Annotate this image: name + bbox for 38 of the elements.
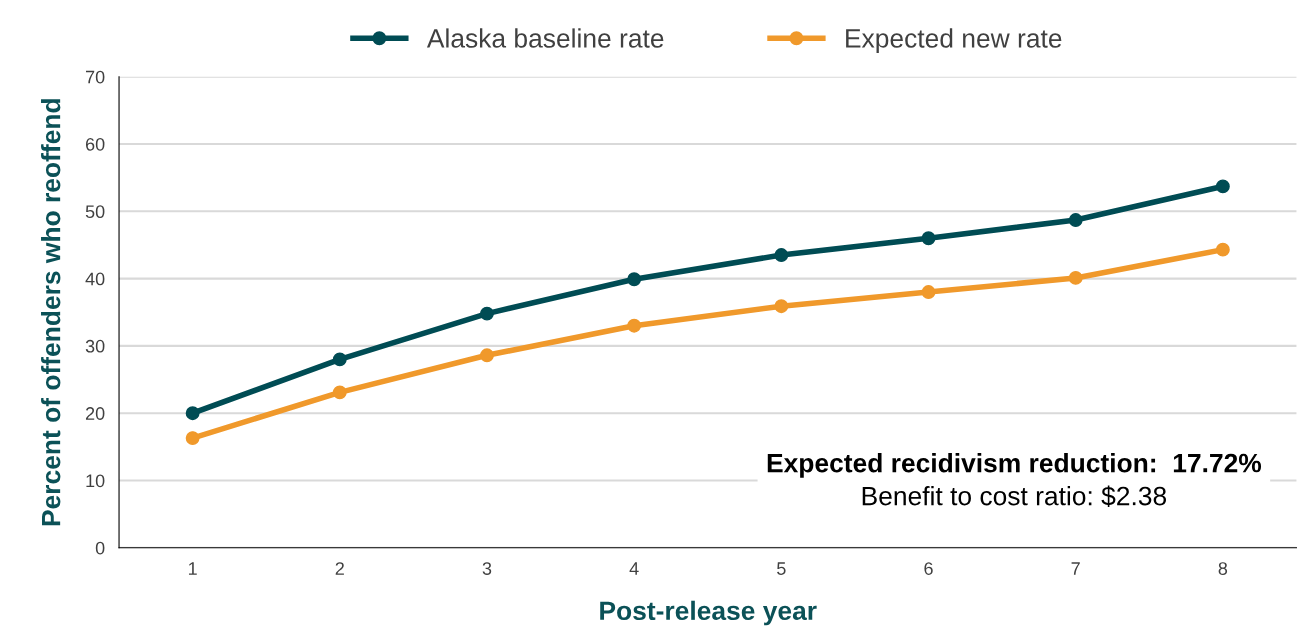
point xyxy=(1068,270,1083,285)
x-tick-label: 1 xyxy=(188,562,197,575)
point xyxy=(480,348,494,363)
y-tick-label: 40 xyxy=(85,272,105,286)
x-tick-label: 2 xyxy=(335,562,344,575)
y-tick-label: 60 xyxy=(85,137,105,151)
x-tick-label: 6 xyxy=(924,562,933,575)
point xyxy=(921,285,936,300)
y-axis-title: Percent of offenders who reoffend xyxy=(41,99,61,526)
point xyxy=(480,306,494,321)
y-tick-label: 20 xyxy=(85,407,105,420)
point xyxy=(332,352,347,367)
y-tick-label: 30 xyxy=(85,339,105,353)
point xyxy=(185,431,200,446)
annotation: Expected recidivism reduction: 17.72% xyxy=(767,453,1262,478)
x-tick-label: 7 xyxy=(1071,562,1080,575)
y-tick-label: 0 xyxy=(95,541,105,555)
point xyxy=(627,318,642,333)
point xyxy=(332,385,347,400)
x-tick-label: 8 xyxy=(1218,562,1228,575)
point xyxy=(1068,213,1083,227)
y-tick-label: 70 xyxy=(86,70,105,84)
point xyxy=(1215,242,1230,257)
x-tick-label: 3 xyxy=(482,562,492,575)
x-tick-label: 5 xyxy=(777,562,786,575)
annotation: Benefit to cost ratio: $2.38 xyxy=(862,485,1167,507)
point xyxy=(627,272,642,287)
point xyxy=(774,248,789,262)
point xyxy=(921,231,936,246)
point xyxy=(1215,179,1230,194)
point xyxy=(774,299,789,314)
legend-label: Expected new rate xyxy=(846,28,1062,53)
y-tick-label: 50 xyxy=(85,205,105,219)
x-tick-label: 4 xyxy=(629,562,639,575)
point xyxy=(185,406,200,421)
legend-label: Alaska baseline rate xyxy=(426,28,664,48)
y-tick-label: 10 xyxy=(86,474,105,488)
x-axis-title: Post-release year xyxy=(600,600,817,626)
